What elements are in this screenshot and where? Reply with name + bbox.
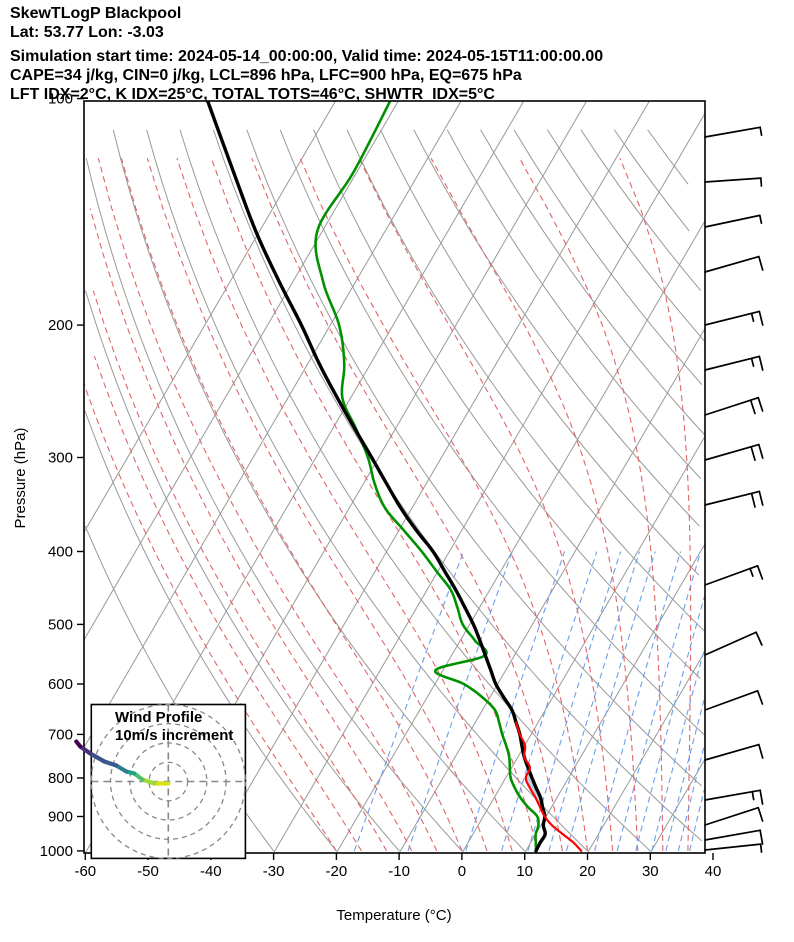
svg-text:40: 40 [705,863,722,880]
svg-text:10: 10 [516,863,533,880]
svg-text:200: 200 [48,317,73,334]
svg-text:Wind Profile: Wind Profile [115,709,202,726]
svg-text:30: 30 [642,863,659,880]
svg-text:-40: -40 [200,863,222,880]
svg-text:-60: -60 [74,863,96,880]
svg-text:500: 500 [48,616,73,633]
svg-text:0: 0 [458,863,466,880]
svg-text:-20: -20 [326,863,348,880]
svg-text:1000: 1000 [40,843,73,860]
svg-text:Simulation start time: 2024-05: Simulation start time: 2024-05-14_00:00:… [10,48,603,65]
svg-text:300: 300 [48,449,73,466]
svg-text:10m/s increment: 10m/s increment [115,727,233,744]
svg-text:20: 20 [579,863,596,880]
svg-text:600: 600 [48,676,73,693]
svg-text:-50: -50 [137,863,159,880]
svg-text:Pressure (hPa): Pressure (hPa) [12,428,29,529]
svg-text:800: 800 [48,770,73,787]
svg-text:-10: -10 [388,863,410,880]
svg-text:CAPE=34 j/kg, CIN=0 j/kg, LCL=: CAPE=34 j/kg, CIN=0 j/kg, LCL=896 hPa, L… [10,67,522,84]
svg-text:Temperature (°C): Temperature (°C) [336,907,451,924]
svg-text:Lat: 53.77 Lon: -3.03: Lat: 53.77 Lon: -3.03 [10,24,164,41]
svg-text:-30: -30 [263,863,285,880]
svg-text:400: 400 [48,543,73,560]
svg-text:100: 100 [48,91,73,108]
svg-text:700: 700 [48,726,73,743]
svg-text:900: 900 [48,808,73,825]
svg-text:SkewTLogP Blackpool: SkewTLogP Blackpool [10,5,181,22]
